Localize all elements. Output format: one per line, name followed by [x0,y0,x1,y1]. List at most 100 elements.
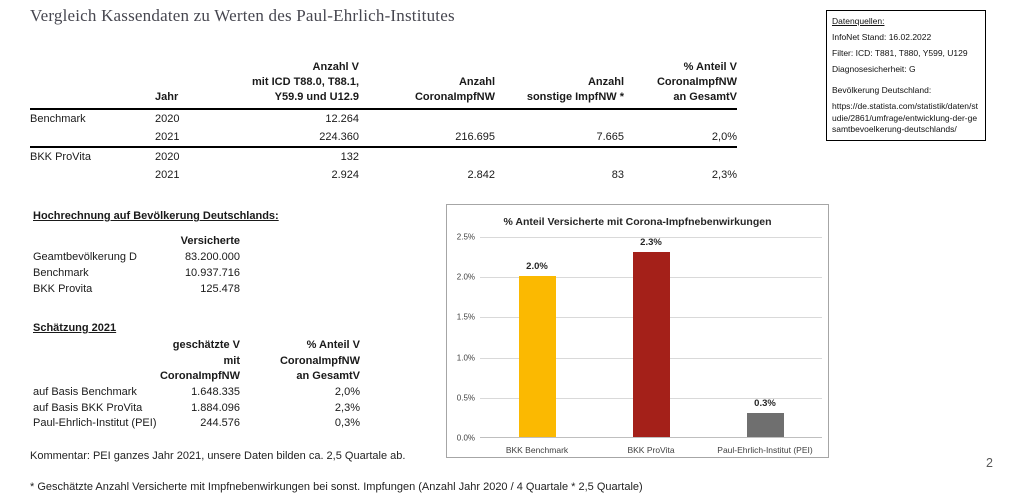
header-corona: Anzahl CoronaImpfNW [414,76,495,103]
table-cell [30,128,155,146]
schaetzung-table: geschätzte V mit CoronaImpfNW % Anteil V… [33,338,360,432]
page-number: 2 [986,456,993,470]
y-axis-tick-label: 1.5% [456,312,475,322]
data-sources-heading: Datenquellen: [832,16,885,26]
list-item: Geamtbevölkerung D 83.200.000 [33,249,240,265]
row-value: 1.884.096 [191,401,240,414]
row-value: 2,3% [334,401,360,414]
population-heading: Bevölkerung Deutschland: [832,85,932,96]
list-item: Benchmark 10.937.716 [33,265,240,281]
table-cell [495,148,624,166]
bar-chart: % Anteil Versicherte mit Corona-Impfnebe… [446,204,829,458]
x-axis-category-label: BKK Benchmark [505,445,569,455]
hochrechnung-heading: Hochrechnung auf Bevölkerung Deutschland… [33,210,279,222]
header-icd: Anzahl V mit ICD T88.0, T88.1, Y59.9 und… [252,61,359,103]
y-axis-tick-label: 0.5% [456,393,475,403]
list-item: BKK Provita 125.478 [33,281,240,297]
row-label: BKK Provita [33,283,93,295]
y-axis-tick-label: 1.0% [456,353,475,363]
y-axis-tick-label: 2.0% [456,272,475,282]
table-row: 2021 2.924 2.842 83 2,3% [30,166,737,184]
schaetzung-header-row: geschätzte V mit CoronaImpfNW % Anteil V… [33,338,360,385]
table-cell [624,148,737,166]
list-item: Paul-Ehrlich-Institut (PEI) 244.576 0,3% [33,416,360,432]
table-cell [624,110,737,128]
chart-title: % Anteil Versicherte mit Corona-Impfnebe… [503,216,772,228]
comparison-table: Jahr Anzahl V mit ICD T88.0, T88.1, Y59.… [30,60,737,184]
y-axis-tick-label: 0.0% [456,433,475,443]
table-cell [359,110,495,128]
comparison-table-body: Benchmark 2020 12.264 2021 224.360 216.695 7.6… [30,110,737,184]
comparison-table-header: Jahr Anzahl V mit ICD T88.0, T88.1, Y59.… [30,60,737,110]
list-item: auf Basis Benchmark 1.648.335 2,0% [33,385,360,401]
bar-value-label: 2.3% [640,237,662,249]
table-cell: 83 [611,169,624,181]
data-source-line: InfoNet Stand: 16.02.2022 [832,32,932,43]
header-geschaetzte-v: geschätzte V mit CoronaImpfNW [159,339,240,382]
table-cell: 2021 [155,131,180,143]
x-axis-category-label: Paul-Ehrlich-Institut (PEI) [717,445,813,455]
header-jahr: Jahr [155,91,179,103]
bar-value-label: 0.3% [754,397,776,409]
comment-text: Kommentar: PEI ganzes Jahr 2021, unsere … [30,450,406,462]
row-label: auf Basis BKK ProVita [33,401,143,414]
hochrechnung-header-row: Versicherte [33,233,240,249]
row-label: auf Basis Benchmark [33,386,137,398]
table-cell: Benchmark [30,113,86,125]
row-value: 83.200.000 [184,251,240,263]
chart-plot-area: 0.0% 0.5% 1.0% 1.5% 2.0% 2.5% 2.0% BKK Benchmar… [457,233,822,455]
bar-value-label: 2.0% [526,261,548,273]
table-cell: 2020 [155,113,180,125]
page-title: Vergleich Kassendaten zu Werten des Paul… [30,6,455,25]
table-cell: 216.695 [455,131,495,143]
bar-2 [632,252,670,437]
header-anteil-v: % Anteil V CoronaImpfNW an GesamtV [279,339,360,382]
table-cell: 224.360 [319,131,359,143]
gridline [480,237,822,238]
bar-3 [746,412,784,437]
row-value: 0,3% [334,417,360,429]
table-cell: 2.842 [467,169,495,181]
data-source-line: Filter: ICD: T881, T880, Y599, U129 [832,48,968,59]
table-cell: 2021 [155,169,180,181]
data-source-line: Diagnosesicherheit: G [832,64,916,75]
header-anteil: % Anteil V CoronaImpfNW an GesamtV [656,61,737,103]
table-cell: 2020 [155,151,180,163]
bar-1 [518,276,556,437]
data-sources-box: Datenquellen: InfoNet Stand: 16.02.2022 … [826,10,986,141]
table-cell [359,148,495,166]
population-source-link[interactable]: https://de.statista.com/statistik/daten/… [832,101,978,135]
table-divider [30,146,737,148]
hochrechnung-table: Versicherte Geamtbevölkerung D 83.200.000… [33,233,240,297]
footnote-text: * Geschätzte Anzahl Versicherte mit Impf… [30,481,643,493]
row-value: 2,0% [334,386,360,398]
table-cell [495,110,624,128]
table-row: BKK ProVita 2020 132 [30,148,737,166]
row-value: 125.478 [200,283,240,295]
row-label: Paul-Ehrlich-Institut (PEI) [33,417,157,429]
row-label: Benchmark [33,267,89,279]
header-versicherte: Versicherte [180,235,240,247]
table-cell [30,166,155,184]
schaetzung-heading: Schätzung 2021 [33,322,117,334]
table-cell: BKK ProVita [30,151,91,163]
header-sonstige: Anzahl sonstige ImpfNW * [526,76,624,103]
table-cell: 7.665 [596,131,624,143]
table-cell: 132 [340,151,359,163]
table-cell: 2.924 [331,169,359,181]
y-axis-tick-label: 2.5% [456,232,475,242]
table-cell: 2,0% [711,131,737,143]
row-value: 1.648.335 [191,386,240,398]
x-axis-category-label: BKK ProVita [627,445,675,455]
schaetzung-body: auf Basis Benchmark 1.648.335 2,0% auf Basi… [33,385,360,432]
table-row: Benchmark 2020 12.264 [30,110,737,128]
list-item: auf Basis BKK ProVita 1.884.096 2,3% [33,401,360,417]
row-value: 244.576 [200,417,240,429]
row-label: Geamtbevölkerung D [33,251,137,263]
hochrechnung-body: Geamtbevölkerung D 83.200.000 Benchmark 10.… [33,249,240,297]
table-cell: 2,3% [711,169,737,181]
table-cell: 12.264 [325,113,359,125]
row-value: 10.937.716 [184,267,240,279]
table-row: 2021 224.360 216.695 7.665 2,0% [30,128,737,146]
